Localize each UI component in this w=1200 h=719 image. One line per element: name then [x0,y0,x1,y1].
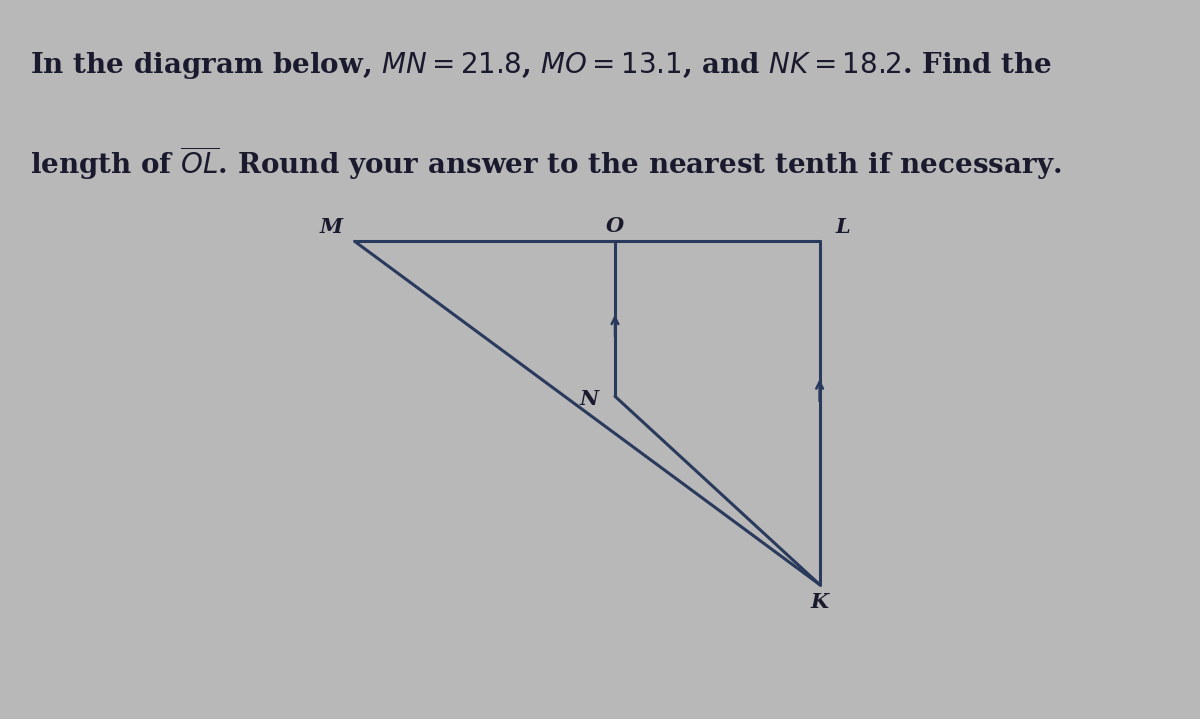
Text: M: M [319,217,343,237]
Text: L: L [835,217,850,237]
Text: length of $\overline{OL}$. Round your answer to the nearest tenth if necessary.: length of $\overline{OL}$. Round your an… [30,144,1062,182]
Text: In the diagram below, $MN = 21.8$, $MO = 13.1$, and $NK = 18.2$. Find the: In the diagram below, $MN = 21.8$, $MO =… [30,50,1052,81]
Text: N: N [580,389,599,409]
Text: O: O [606,216,624,236]
Text: K: K [810,592,829,613]
